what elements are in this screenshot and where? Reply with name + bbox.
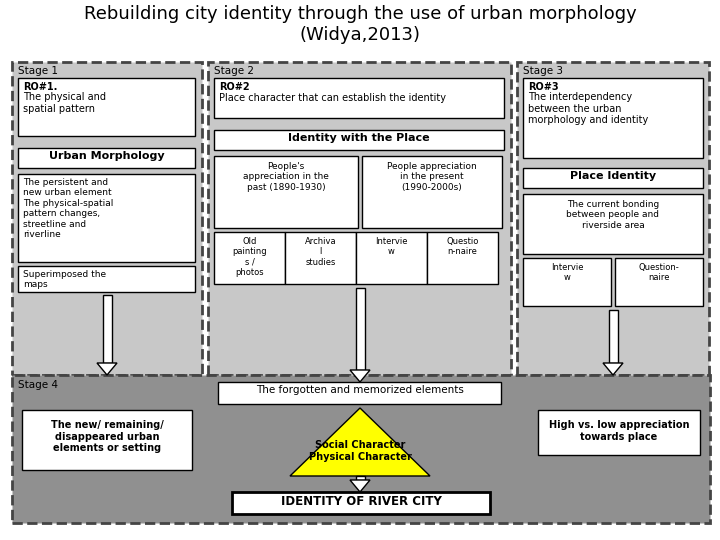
- Text: Superimposed the
maps: Superimposed the maps: [23, 270, 106, 289]
- Text: Intervie
w: Intervie w: [375, 237, 408, 256]
- FancyBboxPatch shape: [12, 62, 202, 375]
- FancyBboxPatch shape: [208, 62, 511, 375]
- Text: RO#2: RO#2: [219, 82, 250, 92]
- Text: Questio
n-naire: Questio n-naire: [446, 237, 479, 256]
- FancyBboxPatch shape: [218, 382, 501, 404]
- FancyBboxPatch shape: [18, 174, 195, 262]
- FancyBboxPatch shape: [517, 62, 709, 375]
- FancyBboxPatch shape: [362, 156, 502, 228]
- FancyBboxPatch shape: [214, 156, 358, 228]
- Text: The interdependency
between the urban
morphology and identity: The interdependency between the urban mo…: [528, 92, 648, 125]
- Text: Stage 4: Stage 4: [18, 380, 58, 390]
- Text: Social Character
Physical Character: Social Character Physical Character: [309, 440, 411, 462]
- FancyBboxPatch shape: [232, 492, 490, 514]
- Text: The persistent and
new urban element
The physical-spatial
pattern changes,
stree: The persistent and new urban element The…: [23, 178, 113, 239]
- Text: Stage 3: Stage 3: [523, 66, 563, 76]
- FancyBboxPatch shape: [12, 375, 710, 523]
- FancyBboxPatch shape: [22, 410, 192, 470]
- Polygon shape: [97, 363, 117, 375]
- Text: Question-
naire: Question- naire: [639, 263, 680, 282]
- Polygon shape: [290, 408, 430, 476]
- FancyBboxPatch shape: [214, 78, 504, 118]
- FancyBboxPatch shape: [18, 266, 195, 292]
- Text: IDENTITY OF RIVER CITY: IDENTITY OF RIVER CITY: [281, 495, 441, 508]
- Text: The current bonding
between people and
riverside area: The current bonding between people and r…: [567, 200, 660, 230]
- FancyBboxPatch shape: [18, 148, 195, 168]
- Text: People's
appreciation in the
past (1890-1930): People's appreciation in the past (1890-…: [243, 162, 329, 192]
- Text: Stage 1: Stage 1: [18, 66, 58, 76]
- FancyBboxPatch shape: [523, 78, 703, 158]
- FancyBboxPatch shape: [356, 288, 364, 370]
- Text: Identity with the Place: Identity with the Place: [288, 133, 430, 143]
- Text: The new/ remaining/
disappeared urban
elements or setting: The new/ remaining/ disappeared urban el…: [50, 420, 163, 453]
- FancyBboxPatch shape: [523, 194, 703, 254]
- Text: Intervie
w: Intervie w: [551, 263, 583, 282]
- FancyBboxPatch shape: [214, 232, 285, 284]
- FancyBboxPatch shape: [427, 232, 498, 284]
- Text: Stage 2: Stage 2: [214, 66, 254, 76]
- Text: High vs. low appreciation
towards place: High vs. low appreciation towards place: [549, 420, 689, 442]
- FancyBboxPatch shape: [523, 258, 611, 306]
- Text: Rebuilding city identity through the use of urban morphology
(Widya,2013): Rebuilding city identity through the use…: [84, 5, 636, 44]
- Polygon shape: [350, 370, 370, 382]
- Text: Old
painting
s /
photos: Old painting s / photos: [232, 237, 267, 277]
- Text: RO#1.: RO#1.: [23, 82, 58, 92]
- FancyBboxPatch shape: [608, 310, 618, 363]
- FancyBboxPatch shape: [102, 295, 112, 363]
- FancyBboxPatch shape: [214, 130, 504, 150]
- FancyBboxPatch shape: [523, 168, 703, 188]
- FancyBboxPatch shape: [285, 232, 356, 284]
- FancyBboxPatch shape: [538, 410, 700, 455]
- Polygon shape: [350, 480, 370, 492]
- Text: Archiva
l
studies: Archiva l studies: [305, 237, 336, 267]
- Text: Place character that can establish the identity: Place character that can establish the i…: [219, 93, 446, 103]
- Text: The physical and
spatial pattern: The physical and spatial pattern: [23, 92, 106, 113]
- FancyBboxPatch shape: [356, 232, 427, 284]
- Polygon shape: [603, 363, 623, 375]
- Text: RO#3: RO#3: [528, 82, 559, 92]
- FancyBboxPatch shape: [356, 476, 364, 480]
- FancyBboxPatch shape: [18, 78, 195, 136]
- Text: The forgotten and memorized elements: The forgotten and memorized elements: [256, 385, 464, 395]
- FancyBboxPatch shape: [615, 258, 703, 306]
- Text: Urban Morphology: Urban Morphology: [49, 151, 165, 161]
- Text: People appreciation
in the present
(1990-2000s): People appreciation in the present (1990…: [387, 162, 477, 192]
- Text: Place Identity: Place Identity: [570, 171, 656, 181]
